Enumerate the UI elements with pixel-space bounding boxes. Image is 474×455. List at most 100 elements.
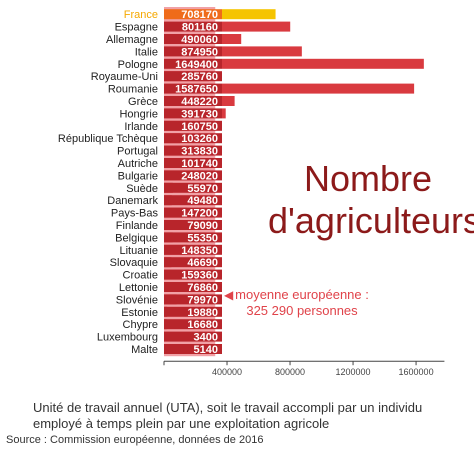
category-label: Lituanie [119,245,158,257]
category-label: Royaume-Uni [91,71,158,83]
caption: Unité de travail annuel (UTA), soit le t… [33,400,423,431]
data-label: 5140 [194,344,218,356]
category-label: Irlande [124,121,158,133]
bar [222,96,235,106]
bar [222,34,242,44]
category-label: Croatie [123,270,158,282]
category-label: Suède [126,183,158,195]
bar [222,83,415,94]
value-box [164,269,222,280]
category-label: Italie [135,46,158,58]
value-box [164,46,222,57]
category-label: France [124,9,158,21]
average-label: moyenne européenne : 325 290 personnes [222,287,382,319]
data-label: 55350 [187,232,218,244]
data-label: 103260 [181,133,218,145]
data-label: 19880 [187,307,218,319]
bar [222,58,424,69]
data-label: 313830 [181,146,218,158]
data-label: 391730 [181,108,218,120]
category-label: Malte [131,344,158,356]
category-label: Lettonie [119,282,158,294]
value-box [164,71,222,82]
data-label: 874950 [181,46,218,58]
value-box [164,21,222,32]
data-label: 160750 [181,121,218,133]
value-box [164,170,222,181]
category-label: Espagne [115,22,158,34]
data-label: 3400 [194,332,218,344]
category-label: Pays-Bas [111,208,159,220]
category-label: Hongrie [119,108,158,120]
category-label: Portugal [117,146,158,158]
value-box [164,220,222,230]
value-box [164,331,222,342]
value-box [164,319,222,330]
data-label: 147200 [181,208,218,220]
value-box [164,83,222,94]
bar-highlight-base [164,9,222,20]
chart-title-line-1: Nombre [303,158,433,199]
data-label: 46690 [187,257,218,269]
value-box [164,58,222,69]
category-label: Slovaquie [110,257,158,269]
x-tick-label: 1200000 [336,367,371,377]
category-label: Roumanie [108,84,158,96]
value-box [164,244,222,255]
left-arrow-icon: ◀ [224,288,234,302]
x-tick-label: 1600000 [399,367,434,377]
category-label: Grèce [128,96,158,108]
value-box [164,257,222,268]
data-label: 159360 [181,270,218,282]
value-box [164,182,222,193]
category-label: Finlande [116,220,158,232]
value-box [164,232,222,243]
value-box [164,133,222,144]
category-label: Estonie [121,307,158,319]
data-label: 16680 [187,319,218,331]
category-label: Autriche [118,158,158,170]
x-tick-label: 800000 [275,367,305,377]
bar [222,108,226,119]
bar [222,21,291,32]
bar [222,46,302,57]
category-label: Belgique [115,232,158,244]
value-box [164,108,222,119]
category-label: Danemark [107,195,158,207]
data-label: 248020 [181,170,218,182]
value-box [164,344,222,354]
data-label: 708170 [181,9,218,21]
category-label: Luxembourg [97,332,158,344]
source-note: Source : Commission européenne, données … [6,434,264,446]
data-label: 148350 [181,245,218,257]
bar-chart: 708170 France 801160 Espagne 490060 Allemagne… [58,7,445,377]
value-box [164,282,222,292]
data-label: 448220 [181,96,218,108]
data-label: 1649400 [175,59,218,71]
data-label: 801160 [182,22,218,34]
x-tick-label: 400000 [212,367,242,377]
category-label: Bulgarie [118,170,158,182]
bar [222,9,276,20]
chart-title-line-2: d'agriculteurs [268,200,474,241]
data-label: 79970 [187,294,218,306]
data-label: 76860 [187,282,218,294]
average-label-line-2: 325 290 personnes [246,303,358,318]
data-label: 55970 [187,183,218,195]
value-box [164,158,222,168]
value-box [164,195,222,206]
data-label: 1587650 [175,84,218,96]
category-label: Allemagne [106,34,158,46]
category-label: République Tchèque [58,133,158,145]
value-box [164,306,222,317]
value-box [164,145,222,156]
category-label: Pologne [118,59,158,71]
data-label: 490060 [181,34,218,46]
value-box [164,96,222,106]
value-box [164,120,222,131]
data-label: 49480 [187,195,218,207]
data-label: 79090 [187,220,218,232]
value-box [164,294,222,305]
data-label: 285760 [181,71,218,83]
value-box [164,207,222,218]
